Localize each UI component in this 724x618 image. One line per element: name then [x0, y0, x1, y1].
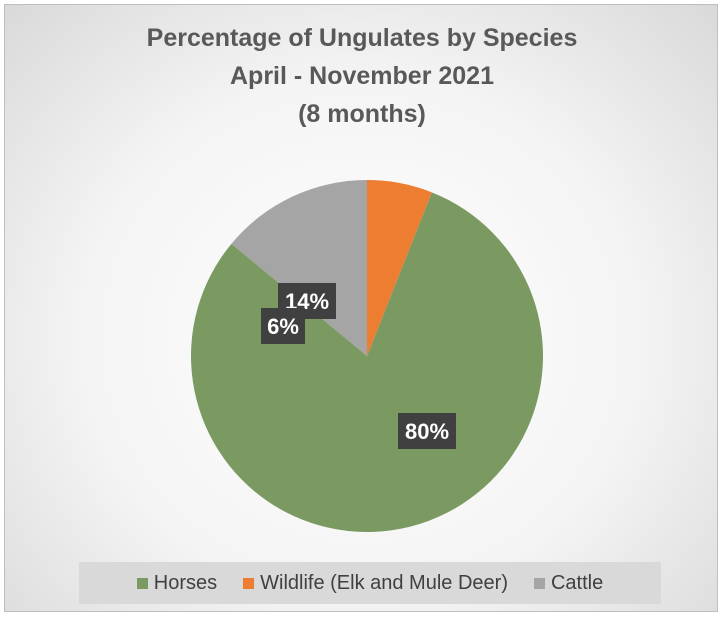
legend-label-cattle: Cattle [550, 571, 604, 594]
data-label-horses: 80% [398, 413, 456, 449]
pie-chart: 14%80%6% [191, 180, 544, 532]
pie-slices [191, 180, 544, 532]
legend-item-wildlife: Wildlife (Elk and Mule Deer) [243, 572, 508, 595]
pie-data-labels: 14%80%6% [261, 283, 456, 449]
legend-label-wildlife: Wildlife (Elk and Mule Deer) [260, 571, 508, 594]
legend-swatch-cattle [533, 577, 545, 589]
chart-title-line-2: April - November 2021 [230, 62, 494, 90]
legend-item-horses: Horses [136, 571, 218, 595]
pie-slice-wildlife [367, 180, 432, 356]
legend: Horses Wildlife (Elk and Mule Deer) Catt… [79, 562, 661, 604]
legend-swatch-horses [136, 577, 148, 589]
chart-title: Percentage of Ungulates by Species April… [5, 19, 719, 133]
data-label-wildlife: 6% [261, 308, 305, 344]
chart-area: Percentage of Ungulates by Species April… [4, 4, 718, 612]
legend-label-horses: Horses [153, 571, 218, 594]
chart-title-line-3: (8 months) [298, 100, 426, 128]
svg-text:6%: 6% [267, 314, 299, 339]
legend-swatch-wildlife [243, 577, 255, 589]
legend-item-cattle: Cattle [533, 571, 604, 595]
chart-title-line-1: Percentage of Ungulates by Species [146, 24, 578, 52]
svg-text:80%: 80% [405, 419, 449, 444]
